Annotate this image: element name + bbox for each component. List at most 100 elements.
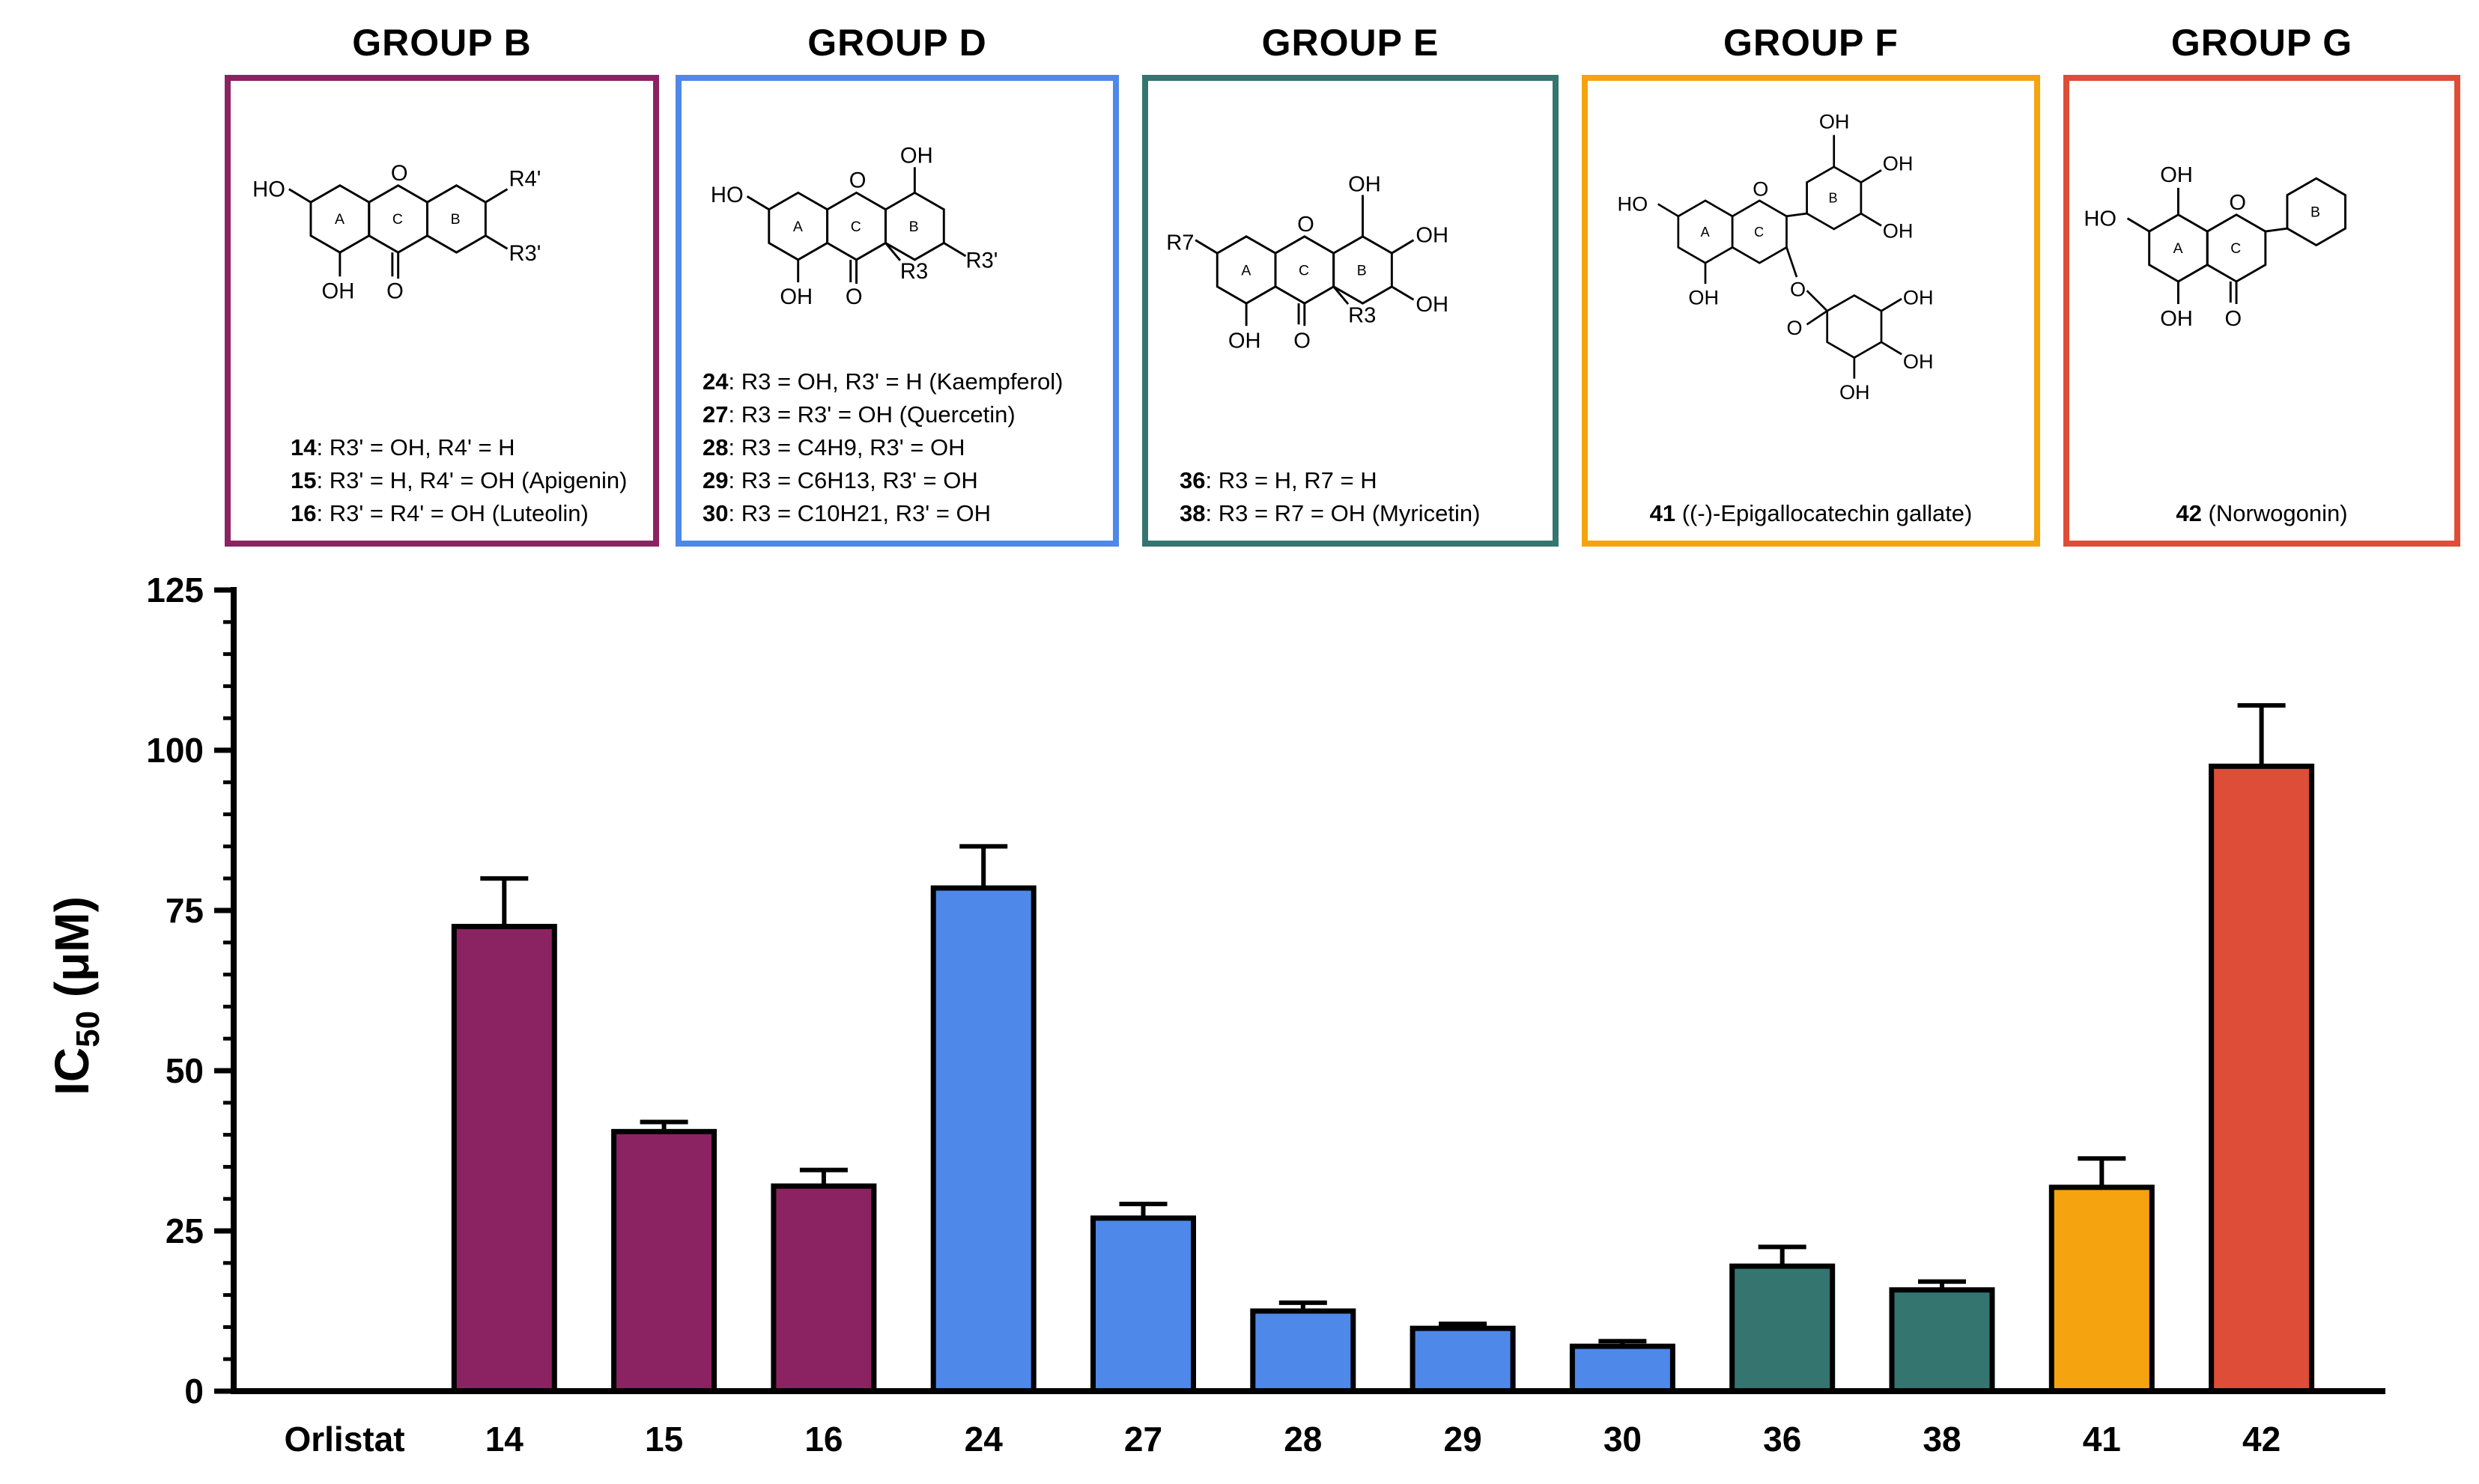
group-e-structure: R7 O OH O OH OH OH R3 A C B: [1166, 173, 1448, 353]
x-tick-label: Orlistat: [284, 1420, 404, 1459]
svg-text:OH: OH: [322, 279, 355, 303]
svg-text:B: B: [1357, 262, 1367, 279]
svg-text:OH: OH: [900, 144, 933, 168]
svg-text:B: B: [2310, 204, 2320, 221]
svg-text:B: B: [909, 219, 919, 235]
y-tick-label: 0: [184, 1372, 204, 1411]
y-axis-label: IC50 (μM): [45, 896, 106, 1095]
svg-text:O: O: [846, 285, 863, 309]
bar-41: [2048, 1185, 2155, 1394]
svg-text:A: A: [2173, 240, 2183, 257]
svg-text:O: O: [2225, 307, 2242, 331]
group-e-panel: R7 O OH O OH OH OH R3 A C B 36: R3 = H, …: [1142, 75, 1559, 547]
y-tick-label: 50: [166, 1051, 204, 1090]
legend-item: 36: R3 = H, R7 = H: [1180, 467, 1377, 493]
legend-item: 15: R3' = H, R4' = OH (Apigenin): [291, 467, 628, 493]
svg-text:R4': R4': [509, 168, 541, 192]
bar-30: [1569, 1343, 1675, 1394]
svg-text:A: A: [1241, 262, 1251, 279]
legend-item: 28: R3 = C4H9, R3' = OH: [703, 434, 965, 460]
svg-text:O: O: [1786, 316, 1802, 339]
group-d-title: GROUP D: [807, 22, 987, 64]
svg-text:OH: OH: [2160, 163, 2193, 187]
svg-text:HO: HO: [252, 177, 285, 201]
svg-text:O: O: [1790, 277, 1806, 300]
group-b-title: GROUP B: [352, 22, 532, 64]
svg-text:OH: OH: [1903, 285, 1934, 308]
x-tick-label: 38: [1923, 1420, 1961, 1459]
x-tick-label: 14: [485, 1420, 524, 1459]
svg-text:OH: OH: [1819, 109, 1850, 133]
x-tick-label: 24: [965, 1420, 1004, 1459]
group-g-title: GROUP G: [2170, 22, 2353, 64]
bar-15: [611, 1128, 717, 1394]
svg-text:C: C: [392, 211, 403, 228]
group-g-panel: HO OH O OH O A C B 42 (Norwogonin): [2063, 75, 2460, 547]
legend-item: 29: R3 = C6H13, R3' = OH: [703, 467, 978, 493]
x-tick-label: 29: [1444, 1420, 1482, 1459]
svg-text:HO: HO: [2084, 207, 2117, 231]
x-tick-label: 15: [645, 1420, 683, 1459]
x-tick-label: 36: [1763, 1420, 1801, 1459]
y-tick-label: 125: [146, 571, 204, 609]
y-tick-label: 25: [166, 1211, 204, 1250]
svg-text:C: C: [851, 219, 861, 235]
group-d-panel: HO O OH O OH R3' R3 A C B 24: R3 = OH, R…: [676, 75, 1119, 547]
svg-text:OH: OH: [780, 285, 813, 309]
svg-text:OH: OH: [1688, 285, 1719, 308]
group-d-legend: 24: R3 = OH, R3' = H (Kaempferol) 27: R3…: [682, 365, 1113, 530]
group-b-legend: 14: R3' = OH, R4' = H 15: R3' = H, R4' =…: [231, 431, 653, 530]
legend-item: 41 ((-)-Epigallocatechin gallate): [1649, 500, 1973, 526]
svg-text:OH: OH: [1903, 350, 1934, 373]
svg-text:OH: OH: [1228, 329, 1261, 353]
svg-text:OH: OH: [1883, 151, 1914, 174]
group-f-title: GROUP F: [1723, 22, 1899, 64]
svg-text:OH: OH: [2160, 307, 2193, 331]
legend-item: 38: R3 = R7 = OH (Myricetin): [1180, 500, 1481, 526]
group-g-structure: HO OH O OH O A C B: [2084, 163, 2346, 331]
svg-text:R3: R3: [1348, 303, 1376, 327]
x-tick-label: 16: [804, 1420, 843, 1459]
group-e-legend: 36: R3 = H, R7 = H 38: R3 = R7 = OH (Myr…: [1148, 464, 1553, 530]
x-tick-label: 42: [2242, 1420, 2281, 1459]
svg-text:O: O: [386, 279, 404, 303]
bar-42: [2209, 763, 2315, 1394]
bar-24: [930, 885, 1037, 1394]
svg-text:R3': R3': [509, 242, 541, 266]
svg-text:B: B: [1829, 191, 1838, 206]
svg-text:R3': R3': [965, 249, 998, 273]
svg-text:R7: R7: [1166, 231, 1194, 255]
svg-text:OH: OH: [1348, 173, 1381, 197]
bar-36: [1729, 1263, 1836, 1394]
bar-38: [1889, 1287, 1995, 1394]
legend-item: 30: R3 = C10H21, R3' = OH: [703, 500, 992, 526]
svg-text:OH: OH: [1883, 219, 1914, 243]
legend-item: 16: R3' = R4' = OH (Luteolin): [291, 500, 589, 526]
y-tick-label: 100: [146, 731, 204, 770]
group-g-legend: 42 (Norwogonin): [2069, 497, 2454, 530]
y-tick-label: 75: [166, 891, 204, 930]
bar-27: [1090, 1215, 1196, 1394]
svg-text:O: O: [1753, 177, 1768, 201]
svg-text:O: O: [2229, 191, 2246, 215]
svg-text:O: O: [1297, 213, 1314, 237]
bar-14: [451, 923, 557, 1394]
group-b-panel: HO O OH O R4' R3' A C B 14: R3' = OH, R4…: [225, 75, 659, 547]
svg-text:OH: OH: [1416, 293, 1448, 317]
svg-text:B: B: [451, 211, 461, 228]
svg-text:A: A: [335, 211, 345, 228]
legend-item: 42 (Norwogonin): [2176, 500, 2348, 526]
svg-text:O: O: [1293, 329, 1311, 353]
svg-text:A: A: [793, 219, 803, 235]
svg-text:O: O: [849, 169, 867, 193]
group-f-panel: HO O OH OH OH OH O O OH OH OH A C B 41 (…: [1582, 75, 2040, 547]
group-f-legend: 41 ((-)-Epigallocatechin gallate): [1588, 497, 2034, 530]
svg-text:OH: OH: [1839, 380, 1870, 404]
legend-item: 24: R3 = OH, R3' = H (Kaempferol): [703, 368, 1063, 395]
group-f-structure: HO O OH OH OH OH O O OH OH OH A C B: [1618, 109, 1934, 404]
svg-text:C: C: [2230, 240, 2241, 257]
x-tick-label: 41: [2083, 1420, 2121, 1459]
legend-item: 14: R3' = OH, R4' = H: [291, 434, 515, 460]
x-tick-label: 27: [1124, 1420, 1162, 1459]
